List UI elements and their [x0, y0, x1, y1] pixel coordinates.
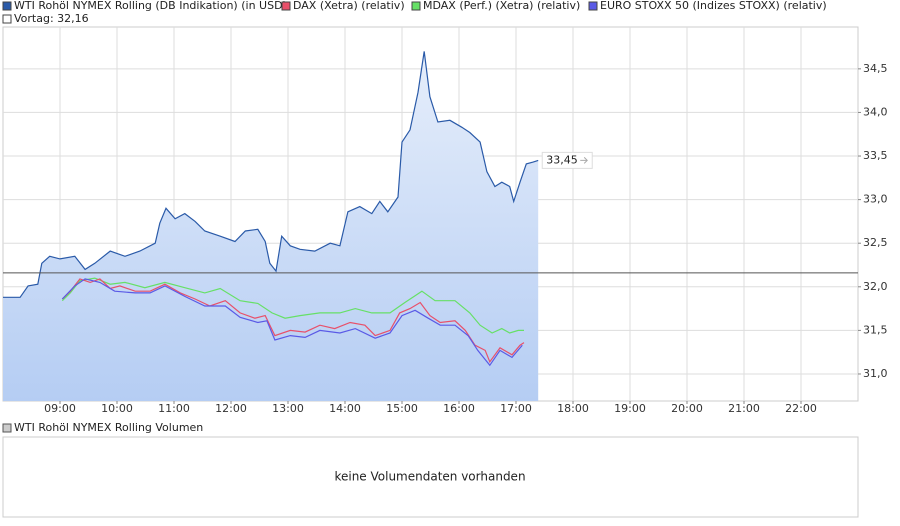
y-tick-label: 32,5 [863, 236, 888, 249]
y-tick-label: 32,0 [863, 280, 888, 293]
x-tick-label: 19:00 [614, 402, 646, 415]
legend-label: Vortag: 32,16 [14, 12, 89, 25]
x-tick-label: 18:00 [557, 402, 589, 415]
y-tick-label: 34,5 [863, 62, 888, 75]
legend-label: EURO STOXX 50 (Indizes STOXX) (relativ) [600, 0, 827, 12]
y-tick-label: 34,0 [863, 105, 888, 118]
x-tick-label: 20:00 [671, 402, 703, 415]
y-tick-label: 31,5 [863, 323, 888, 336]
x-tick-label: 17:00 [500, 402, 532, 415]
line [61, 278, 523, 367]
legend-label: WTI Rohöl NYMEX Rolling (DB Indikation) … [14, 0, 287, 12]
x-tick-label: 15:00 [386, 402, 418, 415]
x-tick-label: 16:00 [443, 402, 475, 415]
legend-swatch [411, 1, 421, 11]
y-tick-label: 33,5 [863, 149, 888, 162]
x-tick-label: 13:00 [272, 402, 304, 415]
value-label-box [541, 151, 593, 169]
legend-swatch [2, 1, 12, 11]
x-tick-label: 11:00 [158, 402, 190, 415]
line [3, 51, 539, 298]
legend-label: MDAX (Perf.) (Xetra) (relativ) [423, 0, 580, 12]
value-label-arrow [580, 157, 588, 164]
volume-title: WTI Rohöl NYMEX Rolling Volumen [14, 421, 203, 434]
volume-legend-swatch [2, 423, 12, 433]
legend-swatch [281, 1, 291, 11]
x-tick-label: 21:00 [728, 402, 760, 415]
volume-message: keine Volumendaten vorhanden [334, 470, 525, 484]
value-label: 33,45 [546, 153, 578, 166]
y-tick-label: 33,0 [863, 193, 888, 206]
legend-swatch [588, 1, 598, 11]
y-tick-label: 31,0 [863, 367, 888, 380]
x-tick-label: 12:00 [215, 402, 247, 415]
x-tick-label: 09:00 [44, 402, 76, 415]
x-tick-label: 14:00 [329, 402, 361, 415]
x-tick-label: 22:00 [785, 402, 817, 415]
legend-label: DAX (Xetra) (relativ) [293, 0, 405, 12]
line [61, 277, 524, 334]
volume-panel [2, 436, 859, 518]
legend-swatch [2, 14, 12, 24]
x-tick-label: 10:00 [101, 402, 133, 415]
